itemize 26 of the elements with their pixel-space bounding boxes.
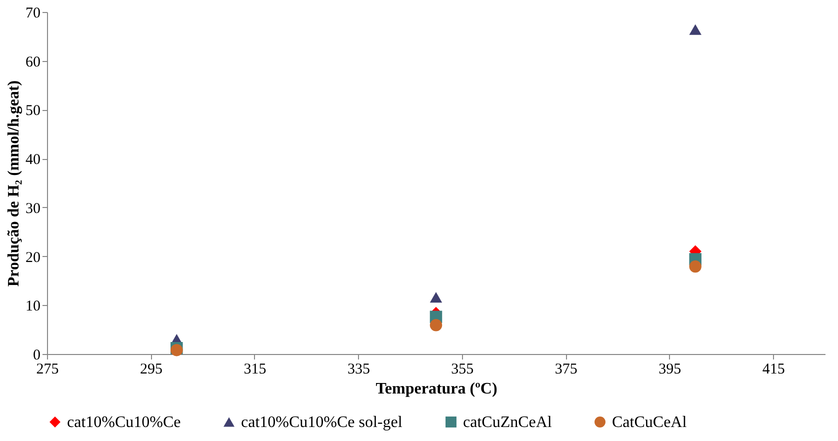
y-tick-label: 20 (26, 250, 40, 266)
legend-label: catCuZnCeAl (463, 414, 552, 431)
legend-label: cat10%Cu10%Ce sol-gel (241, 414, 403, 431)
legend-label: CatCuCeAl (612, 414, 688, 431)
x-tick-label: 315 (244, 362, 266, 378)
y-tick-label: 50 (26, 103, 40, 120)
point (689, 24, 702, 35)
x-tick-label: 335 (347, 362, 370, 378)
legend-label: cat10%Cu10%Ce (67, 414, 181, 431)
y-axis-title: Produção de H₂ (mmol/h.geat) (6, 80, 22, 287)
x-tick-label: 355 (451, 362, 474, 378)
x-tick-label: 415 (762, 362, 785, 378)
x-tick-label: 295 (140, 362, 162, 378)
y-tick-label: 10 (26, 298, 40, 315)
x-tick-label: 275 (36, 362, 59, 378)
point (430, 319, 442, 332)
x-axis-title: Temperatura (ºC) (376, 380, 498, 398)
y-tick-label: 40 (26, 152, 40, 168)
y-tick-label: 0 (33, 348, 40, 364)
y-tick-label: 70 (26, 6, 40, 22)
point (430, 292, 442, 303)
y-tick-label: 60 (26, 54, 40, 70)
y-tick-label: 30 (26, 200, 40, 217)
x-tick-label: 375 (554, 362, 578, 378)
point (689, 260, 702, 273)
x-tick-label: 395 (658, 362, 682, 378)
